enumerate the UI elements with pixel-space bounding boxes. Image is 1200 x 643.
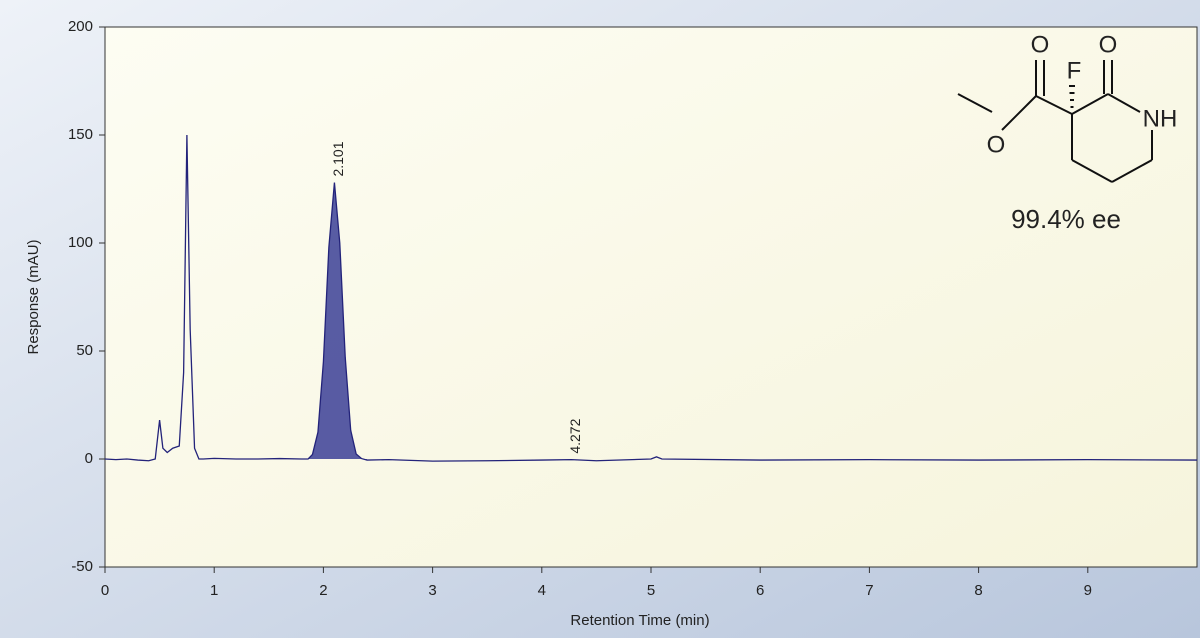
x-tick-label: 0	[101, 582, 109, 599]
y-tick-label: 100	[68, 234, 93, 251]
atom-label: F	[1067, 57, 1082, 84]
x-tick-label: 9	[1084, 582, 1092, 599]
x-tick-label: 2	[319, 582, 327, 599]
structure	[957, 60, 1153, 183]
x-tick-label: 5	[647, 582, 655, 599]
x-axis-title: Retention Time (min)	[570, 612, 709, 629]
x-tick-label: 4	[538, 582, 546, 599]
atom-label: NH	[1143, 105, 1178, 132]
peak-label: 4.272	[567, 418, 583, 453]
atom-label: O	[1099, 31, 1118, 58]
x-tick-label: 8	[974, 582, 982, 599]
plot-area	[104, 26, 1198, 568]
atom-label: O	[987, 131, 1006, 158]
annotation: 99.4% ee	[1011, 204, 1121, 234]
peak-area	[308, 182, 368, 461]
trace-line	[104, 134, 1198, 462]
x-tick-label: 6	[756, 582, 764, 599]
x-tick-label: 3	[428, 582, 436, 599]
y-tick-label: 50	[76, 342, 93, 359]
y-axis-title: Response (mAU)	[25, 239, 42, 354]
x-tick-label: 1	[210, 582, 218, 599]
y-tick-label: 150	[68, 126, 93, 143]
x-tick-label: 7	[865, 582, 873, 599]
atom-label: O	[1031, 31, 1050, 58]
y-tick-label: -50	[71, 558, 93, 575]
y-tick-label: 0	[85, 450, 93, 467]
y-tick-label: 200	[68, 18, 93, 35]
peak-label: 2.101	[330, 141, 346, 176]
